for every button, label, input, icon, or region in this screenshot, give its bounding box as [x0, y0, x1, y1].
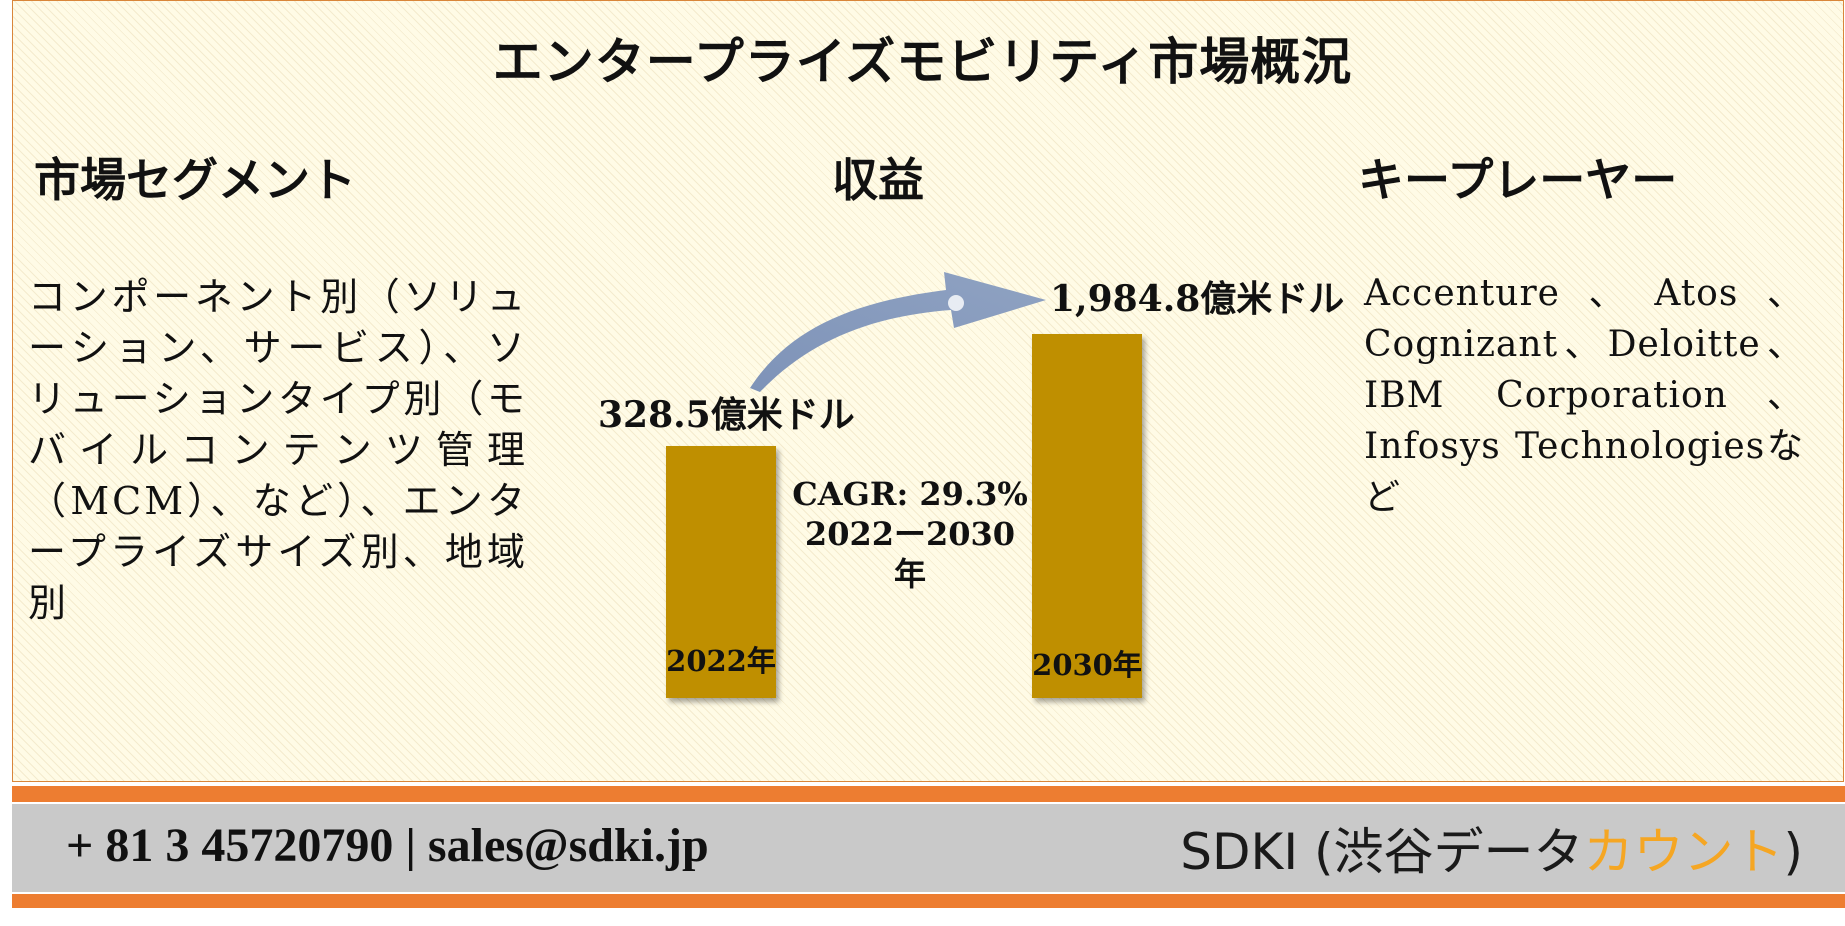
- players-heading: キープレーヤー: [1358, 153, 1678, 207]
- cagr-note: CAGR: 29.3% 2022ー2030年: [790, 474, 1030, 594]
- page-title: エンタープライズモビリティ市場概況: [492, 32, 1353, 91]
- brand-prefix: SDKI (渋谷データ: [1180, 823, 1584, 881]
- cagr-value: CAGR: 29.3%: [792, 475, 1028, 513]
- brand-accent: カウント: [1583, 823, 1784, 881]
- bar-2022-label: 2022年: [666, 644, 776, 678]
- footer-top-stripe: [12, 786, 1845, 802]
- cagr-period: 2022ー2030年: [804, 515, 1016, 593]
- brand-suffix: ): [1783, 823, 1803, 881]
- footer-bar: [12, 804, 1845, 892]
- segments-heading: 市場セグメント: [34, 153, 356, 207]
- start-value-label: 328.5億米ドル: [598, 394, 855, 436]
- footer-bottom-stripe: [12, 894, 1845, 908]
- growth-arrow-icon: [750, 272, 1046, 392]
- brand-name: SDKI (渋谷データカウント): [1180, 812, 1803, 884]
- segments-text: コンポーネント別（ソリューション、サービス）、ソリューションタイプ別（モバイルコ…: [28, 275, 528, 625]
- contact-info: + 81 3 45720790 | sales@sdki.jp: [66, 819, 709, 872]
- overview-panel: [12, 0, 1844, 782]
- bar-2030-label: 2030年: [1032, 648, 1142, 682]
- revenue-heading: 収益: [832, 153, 924, 207]
- players-text: Accenture、Atos、Cognizant、Deloitte、IBM Co…: [1364, 273, 1804, 518]
- bar-2022: [666, 446, 776, 698]
- bar-2030: [1032, 334, 1142, 698]
- end-value-label: 1,984.8億米ドル: [1050, 278, 1345, 320]
